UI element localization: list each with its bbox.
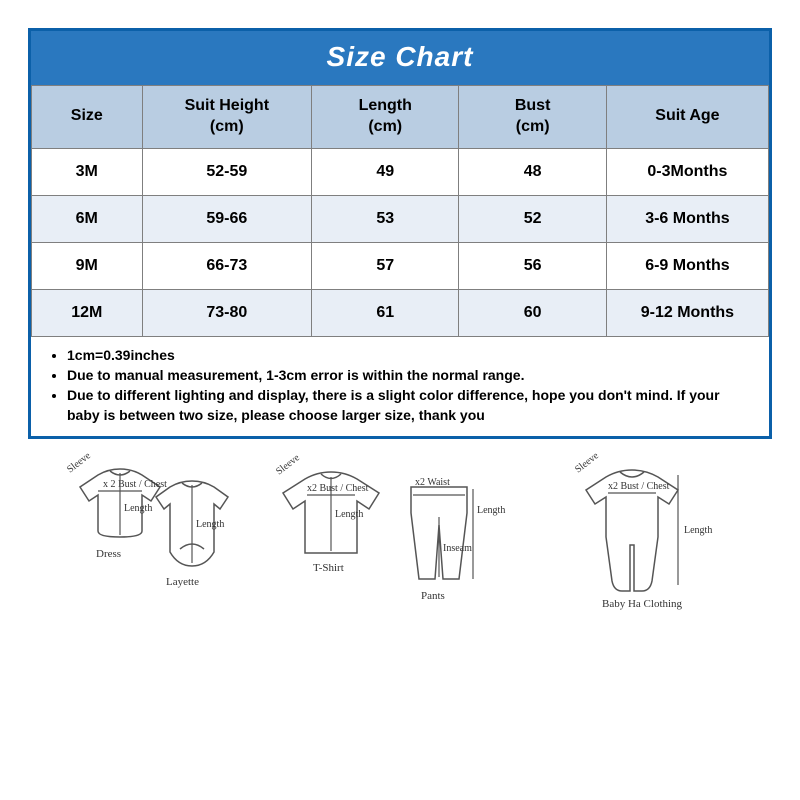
table-row: 9M66-7357566-9 Months (32, 242, 769, 289)
table-cell: 53 (312, 195, 459, 242)
table-row: 6M59-6653523-6 Months (32, 195, 769, 242)
label-bust-2: x2 Bust / Chest (307, 483, 369, 494)
table-header-cell: Size (32, 86, 143, 149)
notes-block: 1cm=0.39inchesDue to manual measurement,… (31, 337, 769, 436)
table-cell: 60 (459, 289, 606, 336)
label-waist: x2 Waist (415, 477, 450, 488)
diagram-tshirt-pants: Sleeve x2 Bust / Chest Length T-Shirt x2… (275, 457, 535, 627)
table-cell: 59-66 (142, 195, 312, 242)
table-cell: 52-59 (142, 148, 312, 195)
note-item: 1cm=0.39inches (67, 345, 755, 365)
table-header-cell: Suit Age (606, 86, 768, 149)
table-cell: 66-73 (142, 242, 312, 289)
table-cell: 52 (459, 195, 606, 242)
label-inseam: Inseam (443, 543, 472, 554)
label-sleeve-3: Sleeve (573, 450, 601, 475)
chart-title: Size Chart (31, 31, 769, 85)
size-chart-container: Size Chart SizeSuit Height(cm)Length(cm)… (28, 28, 772, 439)
measurement-diagrams: x 2 Bust / Chest Sleeve Length Dress Len… (28, 439, 772, 627)
label-length-4: Length (477, 505, 505, 516)
table-cell: 6-9 Months (606, 242, 768, 289)
note-item: Due to manual measurement, 1-3cm error i… (67, 365, 755, 385)
table-row: 3M52-5949480-3Months (32, 148, 769, 195)
diagram-babyha: Sleeve x2 Bust / Chest Length Baby Ha Cl… (560, 457, 760, 627)
label-pants: Pants (421, 590, 445, 602)
label-bust: x 2 Bust / Chest (103, 479, 167, 490)
label-tshirt: T-Shirt (313, 562, 344, 574)
table-cell: 61 (312, 289, 459, 336)
table-cell: 48 (459, 148, 606, 195)
label-length: Length (124, 503, 152, 514)
table-cell: 56 (459, 242, 606, 289)
table-cell: 57 (312, 242, 459, 289)
table-cell: 0-3Months (606, 148, 768, 195)
size-table: SizeSuit Height(cm)Length(cm)Bust(cm)Sui… (31, 85, 769, 337)
table-cell: 3-6 Months (606, 195, 768, 242)
table-body: 3M52-5949480-3Months6M59-6653523-6 Month… (32, 148, 769, 336)
table-row: 12M73-8061609-12 Months (32, 289, 769, 336)
table-cell: 12M (32, 289, 143, 336)
label-length-5: Length (684, 525, 712, 536)
table-cell: 73-80 (142, 289, 312, 336)
label-babyha: Baby Ha Clothing (602, 598, 683, 610)
notes-list: 1cm=0.39inchesDue to manual measurement,… (45, 345, 755, 426)
table-header-cell: Suit Height(cm) (142, 86, 312, 149)
label-sleeve: Sleeve (65, 450, 93, 475)
table-cell: 3M (32, 148, 143, 195)
label-length-3: Length (335, 509, 363, 520)
table-cell: 49 (312, 148, 459, 195)
diagram-dress-layette: x 2 Bust / Chest Sleeve Length Dress Len… (40, 457, 250, 627)
note-item: Due to different lighting and display, t… (67, 385, 755, 426)
table-cell: 9-12 Months (606, 289, 768, 336)
label-sleeve-2: Sleeve (274, 452, 302, 477)
table-header-cell: Bust(cm) (459, 86, 606, 149)
table-header-cell: Length(cm) (312, 86, 459, 149)
label-dress: Dress (96, 548, 121, 560)
label-layette: Layette (166, 576, 199, 588)
label-bust-3: x2 Bust / Chest (608, 481, 670, 492)
label-length-2: Length (196, 519, 224, 530)
table-header-row: SizeSuit Height(cm)Length(cm)Bust(cm)Sui… (32, 86, 769, 149)
table-cell: 9M (32, 242, 143, 289)
table-cell: 6M (32, 195, 143, 242)
